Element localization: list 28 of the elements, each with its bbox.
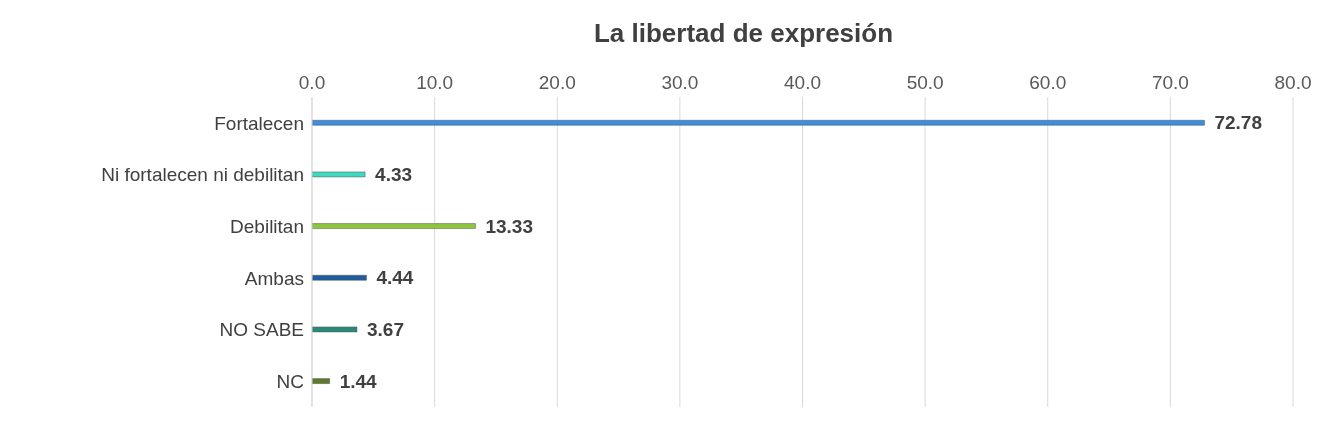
y-tick-label: NC xyxy=(276,370,304,392)
bar xyxy=(312,326,358,333)
y-tick-label: Ambas xyxy=(244,267,304,289)
y-tick-label: Ni fortalecen ni debilitan xyxy=(101,164,304,186)
data-label: 3.67 xyxy=(367,319,404,341)
bar xyxy=(312,223,476,229)
chart-title: La libertad de expresión xyxy=(592,17,895,50)
x-tick-label: 80.0 xyxy=(1274,72,1312,93)
x-tick-label: 10.0 xyxy=(416,72,454,93)
bar xyxy=(312,378,330,384)
data-label: 4.44 xyxy=(376,267,414,289)
bar xyxy=(312,275,367,281)
bar xyxy=(312,171,366,178)
data-label: 72.78 xyxy=(1214,112,1263,134)
bar xyxy=(312,120,1205,126)
x-tick-label: 30.0 xyxy=(661,72,699,93)
x-tick-label: 0.0 xyxy=(298,72,326,93)
x-tick-label: 70.0 xyxy=(1151,72,1189,93)
y-tick-label: Fortalecen xyxy=(214,112,304,134)
data-label: 1.44 xyxy=(339,370,378,392)
x-tick-label: 40.0 xyxy=(784,72,821,93)
y-tick-label: NO SABE xyxy=(219,319,304,341)
x-tick-label: 60.0 xyxy=(1029,72,1067,93)
data-label: 4.33 xyxy=(375,164,413,186)
y-tick-label: Debilitan xyxy=(230,215,304,237)
x-tick-label: 50.0 xyxy=(906,72,944,93)
data-label: 13.33 xyxy=(485,215,534,237)
x-tick-label: 20.0 xyxy=(538,72,576,93)
